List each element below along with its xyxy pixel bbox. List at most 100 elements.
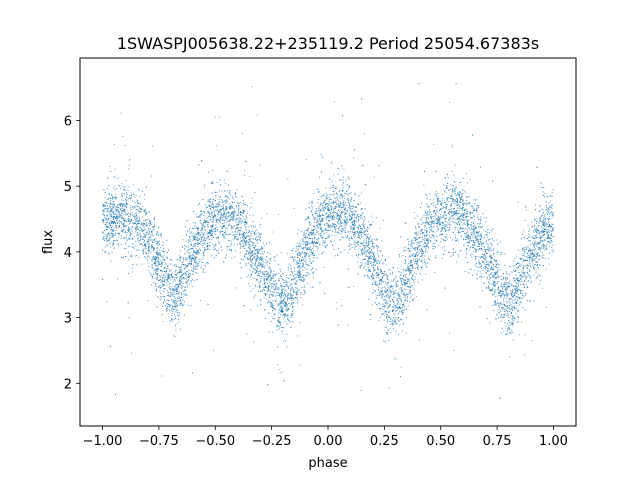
data-point [198,261,200,263]
data-point [320,218,322,220]
data-point [110,222,112,224]
data-point [203,219,205,221]
data-point [307,230,309,232]
data-point [271,286,273,288]
data-point [305,254,307,256]
data-point [113,187,115,189]
data-point [429,229,431,231]
data-point [336,308,338,310]
data-point [295,276,297,278]
data-point [485,269,487,271]
data-point [327,194,329,196]
data-point [516,287,518,289]
data-point [473,269,475,271]
data-point [290,303,292,305]
data-point [329,196,331,198]
data-point [245,264,247,266]
data-point [230,208,232,210]
data-point [519,296,521,298]
data-point [380,259,382,261]
data-point [114,213,116,215]
data-point [263,277,265,279]
data-point [460,227,462,229]
data-point [207,236,209,238]
data-point [327,236,329,238]
data-point [148,239,150,241]
data-point [236,224,238,226]
data-point [300,292,302,294]
data-point [273,284,275,286]
data-point [221,190,223,192]
data-point [290,297,292,299]
data-point [461,194,463,196]
data-point [204,212,206,214]
data-point [410,244,412,245]
data-point [250,249,252,251]
data-point [187,304,189,306]
data-point [364,258,366,260]
data-point [552,229,554,231]
data-point [242,244,244,246]
data-point [542,191,544,193]
data-point [117,208,119,210]
data-point [378,282,380,284]
data-point [302,269,304,271]
data-point [408,256,410,258]
data-point [271,303,273,305]
data-point [465,212,467,214]
data-point [384,274,386,276]
data-point [111,210,113,212]
data-point [447,177,449,179]
data-point [138,220,140,222]
data-point [522,250,524,252]
data-point [305,241,307,243]
data-point [304,236,306,238]
data-point [301,286,303,288]
data-point [531,260,533,262]
data-point [484,249,486,251]
data-point [409,269,411,271]
data-point [509,333,511,334]
data-point [219,196,221,198]
data-point [509,286,511,288]
data-point [468,224,470,226]
data-point [343,205,345,207]
data-point [246,253,247,255]
data-point [265,259,267,261]
data-point [155,286,157,288]
data-point [456,261,458,263]
data-point [368,246,370,248]
data-point [254,253,256,254]
data-point [448,332,450,334]
data-point [219,196,221,198]
data-point [546,232,548,234]
data-point [188,246,190,248]
data-point [514,258,516,260]
data-point [267,252,268,254]
data-point [278,328,280,330]
data-point [251,230,253,232]
data-point [279,372,281,374]
data-point [328,208,330,210]
data-point [196,251,198,253]
data-point [414,278,416,280]
data-point [272,305,274,307]
data-point [518,317,520,319]
data-point [262,263,264,265]
data-point [313,226,315,228]
data-point [386,291,388,293]
data-point [420,244,422,246]
data-point [351,255,353,257]
data-point [227,228,229,230]
data-point [363,245,365,247]
data-point [508,280,510,282]
data-point [247,226,249,228]
data-point [507,307,509,309]
data-point [294,277,296,279]
data-point [322,195,324,197]
data-point [325,206,327,208]
data-point [387,329,389,331]
data-point [114,168,116,170]
data-point [133,214,135,216]
data-point [452,201,454,202]
